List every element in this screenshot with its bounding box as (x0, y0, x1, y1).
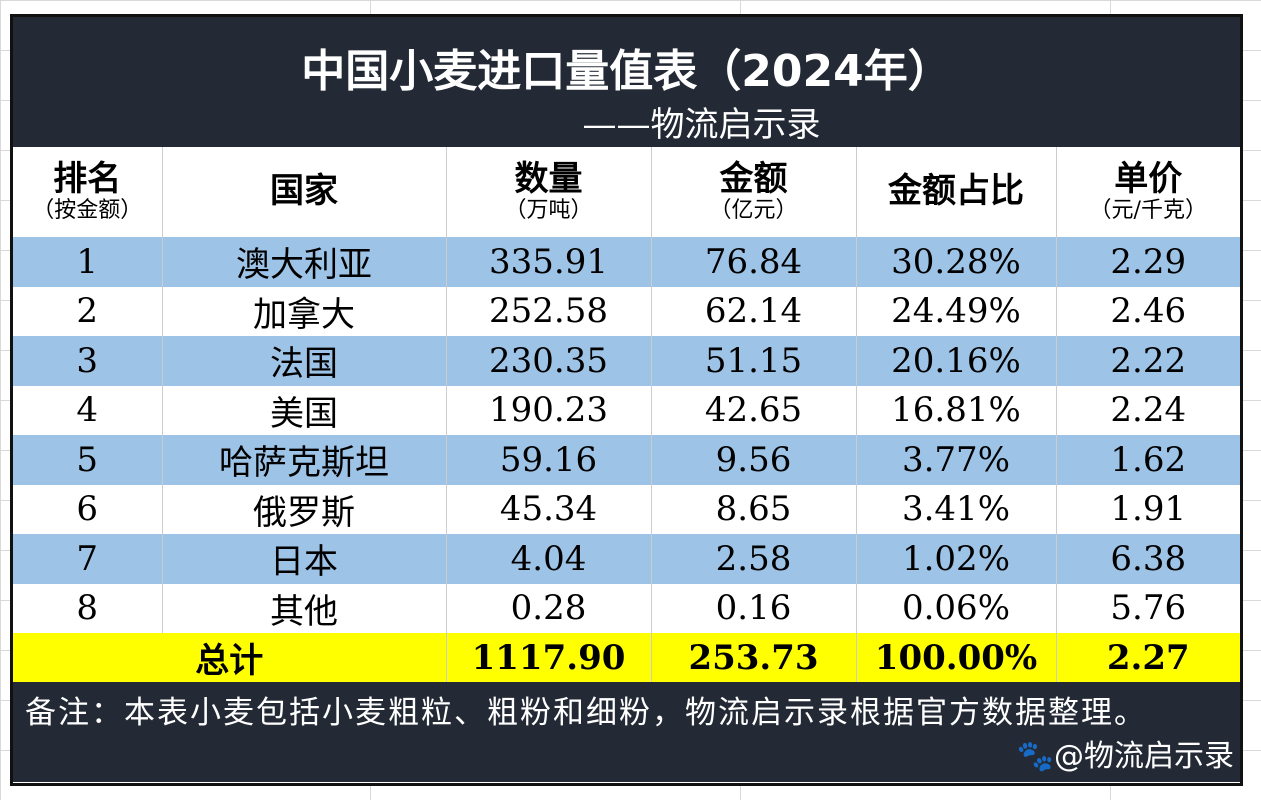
table-row: 2 加拿大 252.58 62.14 24.49% 2.46 (13, 286, 1240, 336)
cell-rank: 7 (13, 534, 162, 584)
cell-amount: 0.16 (650, 583, 856, 633)
header-unit-price: 单价 （元/千克） (1055, 147, 1240, 237)
cell-country: 日本 (161, 534, 446, 584)
cell-amount: 8.65 (650, 484, 856, 534)
header-label: 单价 (1114, 159, 1183, 200)
header-country: 国家 (161, 147, 446, 237)
cell-share: 1.02% (855, 534, 1056, 584)
cell-share: 20.16% (855, 336, 1056, 386)
title-band: 中国小麦进口量值表（2024年） ——物流启示录 (13, 17, 1240, 147)
header-unit: （元/千克） (1089, 197, 1207, 223)
cell-country: 澳大利亚 (161, 237, 446, 287)
table-subtitle: ——物流启示录 (582, 105, 821, 145)
total-quantity: 1117.90 (445, 633, 651, 682)
header-share: 金额占比 (855, 147, 1056, 237)
cell-country: 美国 (161, 385, 446, 435)
cell-country: 哈萨克斯坦 (161, 435, 446, 485)
cell-share: 24.49% (855, 286, 1056, 336)
total-label: 总计 (13, 633, 446, 682)
cell-unit-price: 5.76 (1055, 583, 1240, 633)
header-label: 排名 (53, 159, 122, 200)
total-row: 总计 1117.90 253.73 100.00% 2.27 (13, 633, 1240, 682)
cell-country: 法国 (161, 336, 446, 386)
paw-icon: 🐾 (1016, 739, 1054, 774)
cell-share: 0.06% (855, 583, 1056, 633)
header-amount: 金额 （亿元） (650, 147, 856, 237)
watermark-text: @物流启示录 (1054, 739, 1234, 774)
data-table: 排名 （按金额） 国家 数量 （万吨） 金额 （亿元） 金额占比 单价 （元/千克） 1 澳大利亚 3… (13, 147, 1240, 682)
cell-quantity: 335.91 (445, 237, 651, 287)
table-row: 1 澳大利亚 335.91 76.84 30.28% 2.29 (13, 237, 1240, 287)
cell-amount: 76.84 (650, 237, 856, 287)
cell-rank: 6 (76, 489, 99, 530)
header-label: 金额占比 (888, 171, 1024, 212)
cell-share: 16.81% (855, 385, 1056, 435)
header-unit: （万吨） (504, 197, 593, 223)
cell-quantity: 252.58 (445, 286, 651, 336)
total-share: 100.00% (855, 633, 1056, 682)
cell-amount: 2.58 (650, 534, 856, 584)
table-row: 8 其他 0.28 0.16 0.06% 5.76 (13, 583, 1240, 633)
header-quantity: 数量 （万吨） (445, 147, 651, 237)
header-label: 国家 (270, 171, 338, 212)
cell-amount: 42.65 (650, 385, 856, 435)
table-row: 6 俄罗斯 45.34 8.65 3.41% 1.91 (13, 484, 1240, 534)
cell-rank: 3 (13, 336, 162, 386)
cell-quantity: 59.16 (445, 435, 651, 485)
cell-share: 3.77% (855, 435, 1056, 485)
cell-amount: 62.14 (650, 286, 856, 336)
cell-share: 3.41% (855, 484, 1056, 534)
wheat-import-table: 中国小麦进口量值表（2024年） ——物流启示录 排名 （按金额） 国家 数量 （万吨）… (10, 14, 1243, 786)
cell-rank: 8 (76, 588, 99, 629)
table-row: 5 哈萨克斯坦 59.16 9.56 3.77% 1.62 (13, 435, 1240, 485)
cell-quantity: 230.35 (445, 336, 651, 386)
table-title: 中国小麦进口量值表（2024年） (301, 46, 952, 97)
header-label: 金额 (719, 159, 788, 200)
cell-rank: 4 (76, 390, 99, 431)
header-label: 数量 (514, 159, 583, 200)
cell-country: 加拿大 (161, 286, 446, 336)
cell-rank: 5 (13, 435, 162, 485)
footnote-text: 备注：本表小麦包括小麦粗粒、粗粉和细粉，物流启示录根据官方数据整理。 (25, 695, 1147, 731)
table-row: 4 美国 190.23 42.65 16.81% 2.24 (13, 385, 1240, 435)
header-row: 排名 （按金额） 国家 数量 （万吨） 金额 （亿元） 金额占比 单价 （元/千克） (13, 147, 1240, 237)
total-unit-price: 2.27 (1055, 633, 1240, 682)
table-row: 7 日本 4.04 2.58 1.02% 6.38 (13, 534, 1240, 584)
header-unit: （按金额） (32, 197, 143, 223)
cell-unit-price: 2.22 (1055, 336, 1240, 386)
header-unit: （亿元） (709, 197, 798, 223)
cell-unit-price: 2.24 (1055, 385, 1240, 435)
cell-unit-price: 2.29 (1055, 237, 1240, 287)
cell-unit-price: 2.46 (1055, 286, 1240, 336)
cell-quantity: 4.04 (445, 534, 651, 584)
cell-rank: 1 (13, 237, 162, 287)
cell-country: 其他 (161, 583, 446, 633)
cell-amount: 9.56 (650, 435, 856, 485)
table-row: 3 法国 230.35 51.15 20.16% 2.22 (13, 336, 1240, 386)
cell-share: 30.28% (855, 237, 1056, 287)
header-rank: 排名 （按金额） (13, 147, 162, 237)
cell-unit-price: 6.38 (1055, 534, 1240, 584)
cell-unit-price: 1.91 (1055, 484, 1240, 534)
footnote: 备注：本表小麦包括小麦粗粒、粗粉和细粉，物流启示录根据官方数据整理。 🐾@物流启… (13, 682, 1240, 782)
watermark: 🐾@物流启示录 (1017, 740, 1234, 774)
cell-quantity: 190.23 (445, 385, 651, 435)
cell-rank: 2 (76, 291, 99, 332)
cell-quantity: 0.28 (445, 583, 651, 633)
total-amount: 253.73 (650, 633, 856, 682)
cell-quantity: 45.34 (445, 484, 651, 534)
cell-country: 俄罗斯 (161, 484, 446, 534)
cell-amount: 51.15 (650, 336, 856, 386)
cell-unit-price: 1.62 (1055, 435, 1240, 485)
